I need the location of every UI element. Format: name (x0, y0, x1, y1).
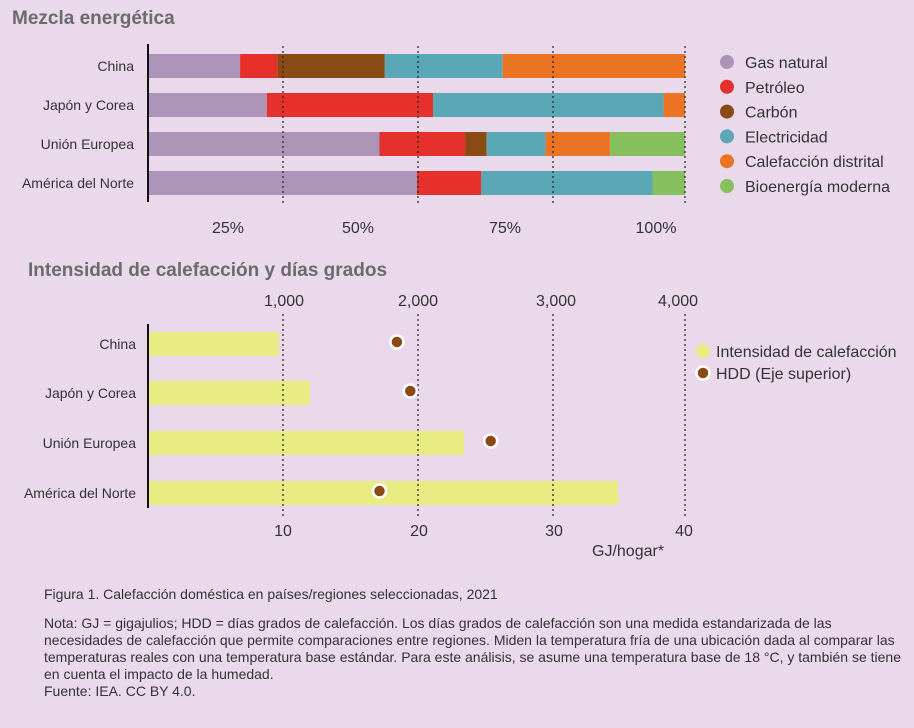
top-tick-label: 1,000 (264, 293, 304, 310)
hdd-point (371, 483, 388, 499)
figure-caption: Figura 1. Calefacción doméstica en paíse… (44, 586, 498, 602)
legend-label: Petróleo (745, 80, 805, 97)
tick-label: 25% (212, 220, 244, 237)
bar-segment (663, 93, 685, 117)
bar-segment (266, 93, 434, 117)
bottom-tick-label: 10 (274, 523, 292, 540)
bar-segment (277, 54, 385, 78)
bottom-tick-label: 40 (675, 523, 693, 540)
tick-label: 50% (342, 220, 374, 237)
tick-label: 100% (636, 220, 677, 237)
category-label: América del Norte (22, 175, 134, 191)
bar-segment (465, 132, 487, 156)
chart1-legend: Gas natural Petróleo Carbón Electricidad Cal… (720, 55, 890, 196)
category-label: China (97, 58, 134, 74)
category-label: América del Norte (24, 485, 136, 501)
category-label: Japón y Corea (45, 385, 136, 401)
category-label: Japón y Corea (43, 97, 134, 113)
category-label: China (99, 336, 136, 352)
intensity-bar (149, 431, 464, 455)
hdd-point (482, 433, 499, 449)
bottom-tick-label: 30 (545, 523, 563, 540)
chart1-category-labels: China Japón y Corea Unión Europea América d… (22, 58, 134, 191)
intensity-bar (149, 381, 310, 405)
chart2-bottom-tick-labels: 10 20 30 40 (274, 523, 693, 540)
legend-marker (720, 154, 734, 169)
chart2-category-labels: China Japón y Corea Unión Europea América d… (24, 336, 136, 501)
top-tick-label: 2,000 (398, 293, 438, 310)
legend-label: HDD (Eje superior) (716, 366, 851, 383)
chart2-bars (149, 332, 618, 505)
legend-label: Gas natural (745, 55, 828, 72)
bar-segment (652, 171, 685, 195)
legend-marker (720, 129, 734, 144)
figure: Mezcla energética China Japón y Corea Unió… (12, 8, 897, 560)
legend-label: Electricidad (745, 129, 828, 146)
intensity-bar (149, 332, 279, 356)
legend-marker (695, 365, 711, 381)
chart2-gridlines (282, 314, 686, 516)
notes: Figura 1. Calefacción doméstica en paíse… (44, 586, 904, 700)
figure-source: Fuente: IEA. CC BY 4.0. (44, 683, 196, 699)
chart1-bars (149, 54, 685, 195)
bar-segment (149, 54, 241, 78)
bar-segment (240, 54, 278, 78)
hdd-point (402, 383, 419, 399)
top-tick-label: 4,000 (658, 293, 698, 310)
bar-segment (545, 132, 610, 156)
chart2-xlabel: GJ/hogar* (592, 543, 664, 560)
chart1-title: Mezcla energética (12, 8, 175, 29)
bar-segment (502, 54, 685, 78)
bar-segment (610, 132, 685, 156)
bar-segment (486, 132, 546, 156)
chart2-points (371, 334, 499, 499)
chart2-title: Intensidad de calefacción y días grados (28, 260, 387, 281)
legend-label: Bioenergía moderna (745, 179, 890, 196)
category-label: Unión Europea (43, 435, 137, 451)
bottom-tick-label: 20 (410, 523, 428, 540)
bar-segment (433, 93, 664, 117)
bar-segment (379, 132, 466, 156)
bar-segment (149, 132, 380, 156)
legend-marker (720, 179, 734, 193)
figure-note: Nota: GJ = gigajulios; HDD = días grados… (44, 615, 901, 682)
bar-segment (481, 171, 653, 195)
legend-marker (696, 344, 710, 358)
bar-segment (417, 171, 482, 195)
chart1-gridlines (282, 46, 686, 204)
top-tick-label: 3,000 (536, 293, 576, 310)
tick-label: 75% (489, 220, 521, 237)
legend-marker (720, 104, 734, 119)
hdd-point (389, 334, 405, 350)
chart1-tick-labels: 25% 50% 75% 100% (212, 220, 676, 237)
chart2-legend: Intensidad de calefacción HDD (Eje superi… (695, 344, 897, 383)
legend-marker (720, 55, 734, 69)
legend-label: Carbón (745, 105, 797, 122)
legend-label: Calefacción distrital (745, 154, 884, 171)
bar-segment (384, 54, 503, 78)
legend-label: Intensidad de calefacción (716, 344, 897, 361)
chart2-top-tick-labels: 1,000 2,000 3,000 4,000 (264, 293, 698, 310)
bar-segment (149, 93, 267, 117)
legend-marker (720, 79, 734, 94)
category-label: Unión Europea (41, 136, 135, 152)
